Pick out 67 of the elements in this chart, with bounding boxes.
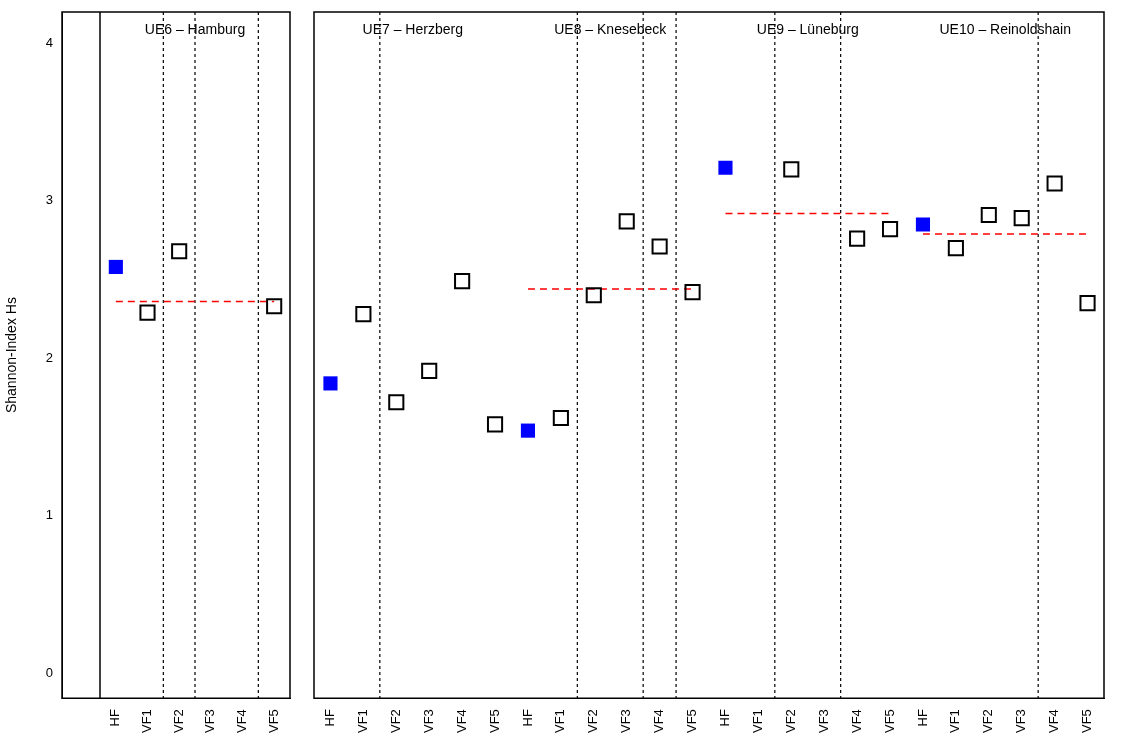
x-tick-label: HF (107, 709, 123, 727)
point (1013, 210, 1030, 227)
x-tick-label: VF1 (354, 709, 370, 733)
point (520, 423, 536, 438)
x-tick-label: VF5 (265, 709, 281, 733)
point (585, 287, 602, 304)
point (718, 160, 733, 175)
x-tick-label: VF3 (420, 709, 436, 733)
point (980, 206, 997, 224)
y-tick-label: 2 (45, 349, 53, 365)
point (421, 362, 438, 379)
x-tick-label: VF2 (387, 709, 403, 733)
point (552, 409, 569, 427)
annotation: UE7 – Herzberg (362, 20, 463, 37)
x-tick-label: VF5 (684, 709, 700, 733)
x-tick-label: VF5 (881, 709, 897, 733)
x-tick-label: VF1 (552, 709, 568, 733)
point (915, 217, 931, 232)
x-tick-label: VF2 (782, 709, 798, 733)
x-tick-label: VF2 (980, 709, 996, 733)
x-tick-label: VF2 (170, 709, 186, 733)
x-tick-label: VF3 (618, 709, 634, 733)
point (1079, 295, 1096, 312)
point (108, 259, 123, 275)
point (486, 416, 504, 433)
annotation: UE6 – Hamburg (144, 20, 246, 37)
x-tick-label: VF3 (815, 709, 831, 733)
x-tick-label: HF (322, 709, 338, 727)
x-tick-label: VF1 (139, 709, 155, 733)
point (849, 230, 866, 247)
y-tick-label: 4 (45, 35, 53, 51)
point (454, 273, 471, 290)
y-tick-label: 1 (45, 507, 53, 523)
annotation: UE9 – Lüneburg (756, 20, 859, 37)
x-tick-label: VF5 (1079, 709, 1095, 733)
point (139, 304, 156, 321)
annotation: UE8 – Knesebeck (554, 20, 668, 37)
x-tick-label: VF4 (1046, 709, 1062, 733)
x-tick-label: VF1 (749, 709, 765, 733)
x-tick-label: HF (717, 709, 733, 727)
point (783, 161, 800, 178)
x-tick-label: VF4 (234, 709, 250, 733)
y-axis-title: Shannon-Index Hs (3, 297, 20, 414)
point (684, 284, 701, 301)
x-tick-label: VF2 (585, 709, 601, 733)
x-tick-label: VF3 (1013, 709, 1029, 733)
point (323, 376, 338, 391)
point (171, 243, 188, 260)
point (947, 239, 964, 257)
point (388, 394, 405, 411)
x-tick-label: HF (914, 709, 930, 727)
x-tick-label: VF1 (947, 709, 963, 733)
x-tick-label: VF4 (651, 709, 667, 733)
point (618, 213, 635, 230)
point (355, 306, 372, 323)
y-tick-label: 3 (45, 192, 53, 208)
x-tick-label: VF3 (202, 709, 218, 733)
x-tick-label: VF4 (453, 709, 469, 733)
point (266, 298, 283, 315)
x-tick-label: HF (519, 709, 535, 727)
point (651, 238, 668, 255)
x-tick-label: VF5 (486, 709, 502, 733)
y-tick-label: 0 (45, 664, 53, 680)
annotation: UE10 – Reinoldshain (939, 20, 1072, 37)
x-tick-label: VF4 (848, 709, 864, 733)
point (1046, 175, 1063, 192)
point (881, 221, 899, 238)
